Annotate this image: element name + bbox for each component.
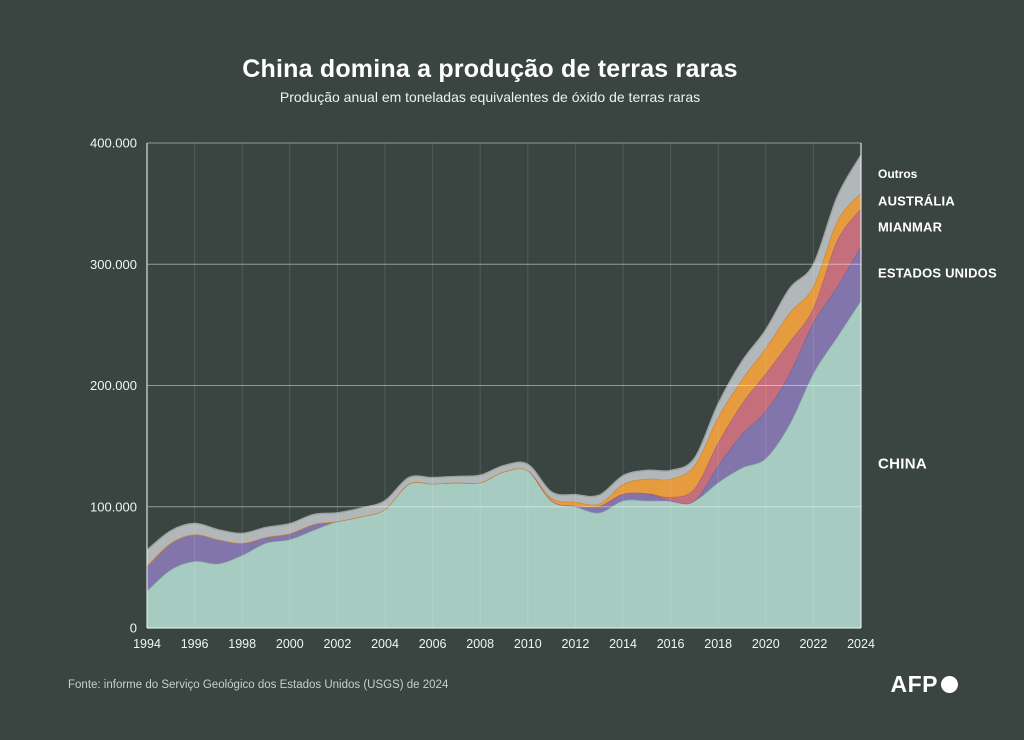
series-label-china: CHINA <box>878 455 927 473</box>
x-tick-label: 2022 <box>799 637 827 651</box>
y-tick-label: 300.000 <box>90 257 137 272</box>
x-tick-label: 2016 <box>657 637 685 651</box>
x-tick-label: 2006 <box>419 637 447 651</box>
x-tick-label: 1996 <box>181 637 209 651</box>
series-label-australia: AUSTRÁLIA <box>878 193 955 209</box>
y-tick-label: 0 <box>130 621 137 636</box>
x-tick-label: 2020 <box>752 637 780 651</box>
series-label-mianmar: MIANMAR <box>878 219 943 235</box>
x-tick-label: 1998 <box>228 637 256 651</box>
series-label-outros: Outros <box>878 167 918 181</box>
area-edge-outros <box>146 154 862 551</box>
x-tick-label: 2014 <box>609 637 637 651</box>
afp-logo-dot <box>941 676 958 693</box>
x-tick-label: 1994 <box>133 637 161 651</box>
afp-logo-text: AFP <box>890 671 938 697</box>
x-tick-label: 2002 <box>323 637 351 651</box>
x-tick-label: 2010 <box>514 637 542 651</box>
y-tick-label: 200.000 <box>90 378 137 393</box>
series-label-estados-unidos: ESTADOS UNIDOS <box>878 265 997 281</box>
source-note: Fonte: informe do Serviço Geológico dos … <box>68 679 449 691</box>
x-tick-label: 2000 <box>276 637 304 651</box>
x-tick-label: 2004 <box>371 637 399 651</box>
x-tick-label: 2018 <box>704 637 732 651</box>
x-tick-label: 2008 <box>466 637 494 651</box>
area-band-china <box>147 300 861 628</box>
area-band-estados_unidos <box>147 246 861 591</box>
x-tick-label: 2024 <box>847 637 875 651</box>
chart-title: China domina a produção de terras raras <box>242 55 738 83</box>
y-tick-label: 400.000 <box>90 136 137 151</box>
chart-subtitle: Produção anual em toneladas equivalentes… <box>279 89 701 105</box>
afp-logo: AFP <box>890 671 958 698</box>
x-tick-label: 2012 <box>561 637 589 651</box>
y-tick-label: 100.000 <box>90 499 137 514</box>
